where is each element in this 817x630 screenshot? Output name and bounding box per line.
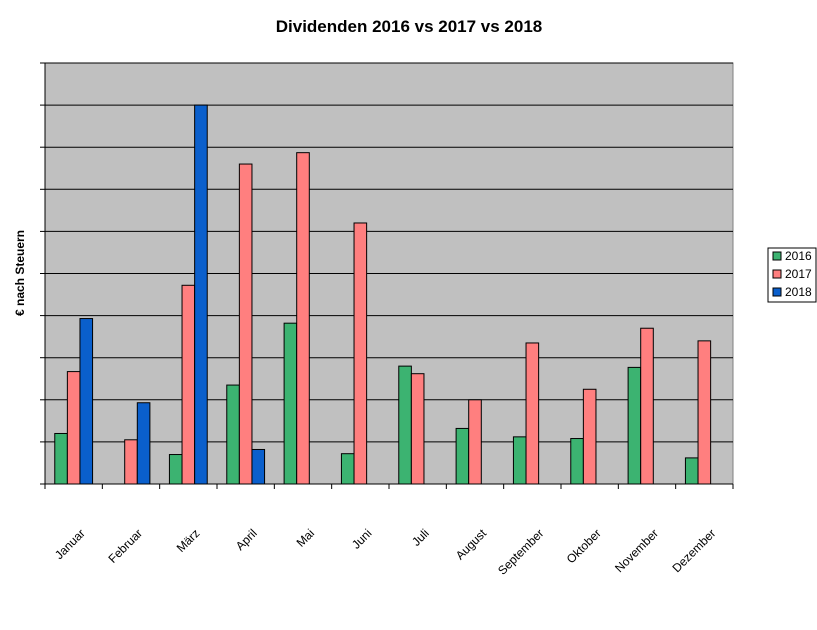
x-tick-label: Januar bbox=[52, 526, 88, 562]
bars bbox=[54, 104, 712, 485]
bar-2017-märz bbox=[181, 284, 196, 485]
y-axis-label: € nach Steuern bbox=[13, 230, 27, 316]
bar-2016-juli bbox=[398, 365, 412, 485]
x-tick-labels: Januar Februar März April Mai Juni Juli August S… bbox=[52, 526, 719, 578]
bar-2016-dezember bbox=[684, 457, 699, 485]
x-tick-label: Oktober bbox=[564, 526, 604, 566]
x-tick-label: September bbox=[495, 526, 546, 577]
x-tick-label: Mai bbox=[294, 526, 318, 550]
chart-title: Dividenden 2016 vs 2017 vs 2018 bbox=[276, 17, 543, 36]
legend-swatch bbox=[772, 287, 782, 297]
legend-swatch bbox=[772, 269, 782, 279]
legend-label: 2018 bbox=[785, 285, 812, 299]
x-tick-label: Juli bbox=[409, 526, 432, 549]
bar-2016-september bbox=[512, 436, 527, 485]
legend-label: 2017 bbox=[785, 267, 812, 281]
x-tick-label: November bbox=[612, 526, 661, 575]
bar-2016-januar bbox=[54, 432, 68, 485]
x-tick-label: Juni bbox=[349, 526, 374, 551]
legend: 2016 2017 2018 bbox=[767, 247, 817, 303]
bar-2016-november bbox=[627, 366, 642, 485]
bar-2017-april bbox=[238, 163, 253, 485]
bar-2016-oktober bbox=[570, 438, 584, 485]
bar-2018-märz bbox=[194, 104, 208, 485]
bar-2016-mai bbox=[283, 322, 298, 485]
bar-2016-august bbox=[455, 427, 470, 485]
bar-2016-juni bbox=[340, 453, 355, 485]
bar-2018-januar bbox=[79, 318, 94, 485]
bar-2017-august bbox=[468, 399, 482, 485]
bar-2017-juni bbox=[353, 222, 368, 485]
axes bbox=[40, 62, 734, 489]
bar-2018-februar bbox=[136, 402, 151, 485]
bar-2016-märz bbox=[168, 454, 183, 485]
legend-swatch bbox=[772, 251, 782, 261]
bar-2017-mai bbox=[296, 152, 310, 485]
x-tick-label: März bbox=[174, 526, 203, 555]
bar-2017-november bbox=[640, 327, 654, 485]
bar-2017-september bbox=[525, 342, 540, 485]
x-tick-label: Februar bbox=[106, 526, 146, 566]
x-tick-label: Dezember bbox=[669, 526, 718, 575]
bar-2017-januar bbox=[66, 371, 81, 485]
x-tick-label: April bbox=[233, 526, 260, 553]
bar-2017-oktober bbox=[582, 388, 597, 485]
bar-2017-juli bbox=[410, 373, 425, 485]
bar-2018-april bbox=[251, 448, 266, 485]
legend-label: 2016 bbox=[785, 249, 812, 263]
x-tick-label: August bbox=[453, 526, 490, 563]
gridlines bbox=[45, 62, 733, 443]
bar-2016-april bbox=[226, 384, 240, 485]
bar-2017-dezember bbox=[697, 340, 712, 485]
bar-2017-februar bbox=[124, 439, 138, 485]
